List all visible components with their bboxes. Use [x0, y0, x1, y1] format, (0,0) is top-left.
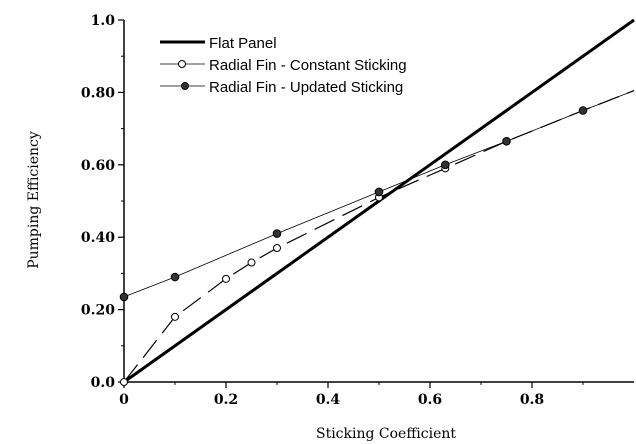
data-point-series-2 [441, 160, 450, 170]
y-tick-label: 0.60 [81, 158, 115, 174]
series-line-2 [123, 90, 635, 298]
data-point-series-2 [502, 136, 511, 146]
x-tick-label: 0.6 [418, 392, 442, 408]
legend-marker-constant-sticking [178, 60, 186, 68]
y-axis-title: Pumping Efficiency [26, 131, 42, 269]
y-tick-label: 0.20 [81, 303, 115, 319]
x-tick-label: 0.2 [214, 392, 238, 408]
y-tick-label: 0.80 [81, 85, 115, 101]
data-point-series-1 [171, 312, 179, 321]
data-point-series-2 [170, 272, 180, 282]
legend-marker-updated-sticking [181, 82, 189, 90]
legend: Flat Panel Radial Fin - Constant Stickin… [160, 35, 407, 96]
data-point-series-1 [120, 378, 128, 386]
y-tick-label: 0.0 [91, 375, 116, 391]
series-line-1 [123, 90, 635, 383]
data-point-series-2 [119, 292, 129, 302]
x-tick-label: 0.4 [316, 392, 341, 408]
legend-label-flat-panel: Flat Panel [209, 35, 277, 52]
data-point-series-2 [578, 106, 588, 115]
legend-label-updated-sticking: Radial Fin - Updated Sticking [209, 79, 403, 96]
y-tick-label: 0.40 [81, 230, 115, 246]
data-point-series-2 [272, 229, 282, 238]
legend-label-constant-sticking: Radial Fin - Constant Sticking [209, 57, 407, 74]
data-point-series-1 [273, 244, 281, 253]
x-axis-title: Sticking Coefficient [316, 426, 456, 442]
x-tick-label: 0 [119, 392, 129, 408]
x-tick-label: 0.8 [520, 392, 544, 408]
y-tick-label: 1.0 [91, 13, 116, 29]
data-point-series-1 [247, 258, 256, 267]
data-point-series-2 [374, 187, 384, 197]
data-point-series-1 [222, 274, 230, 283]
